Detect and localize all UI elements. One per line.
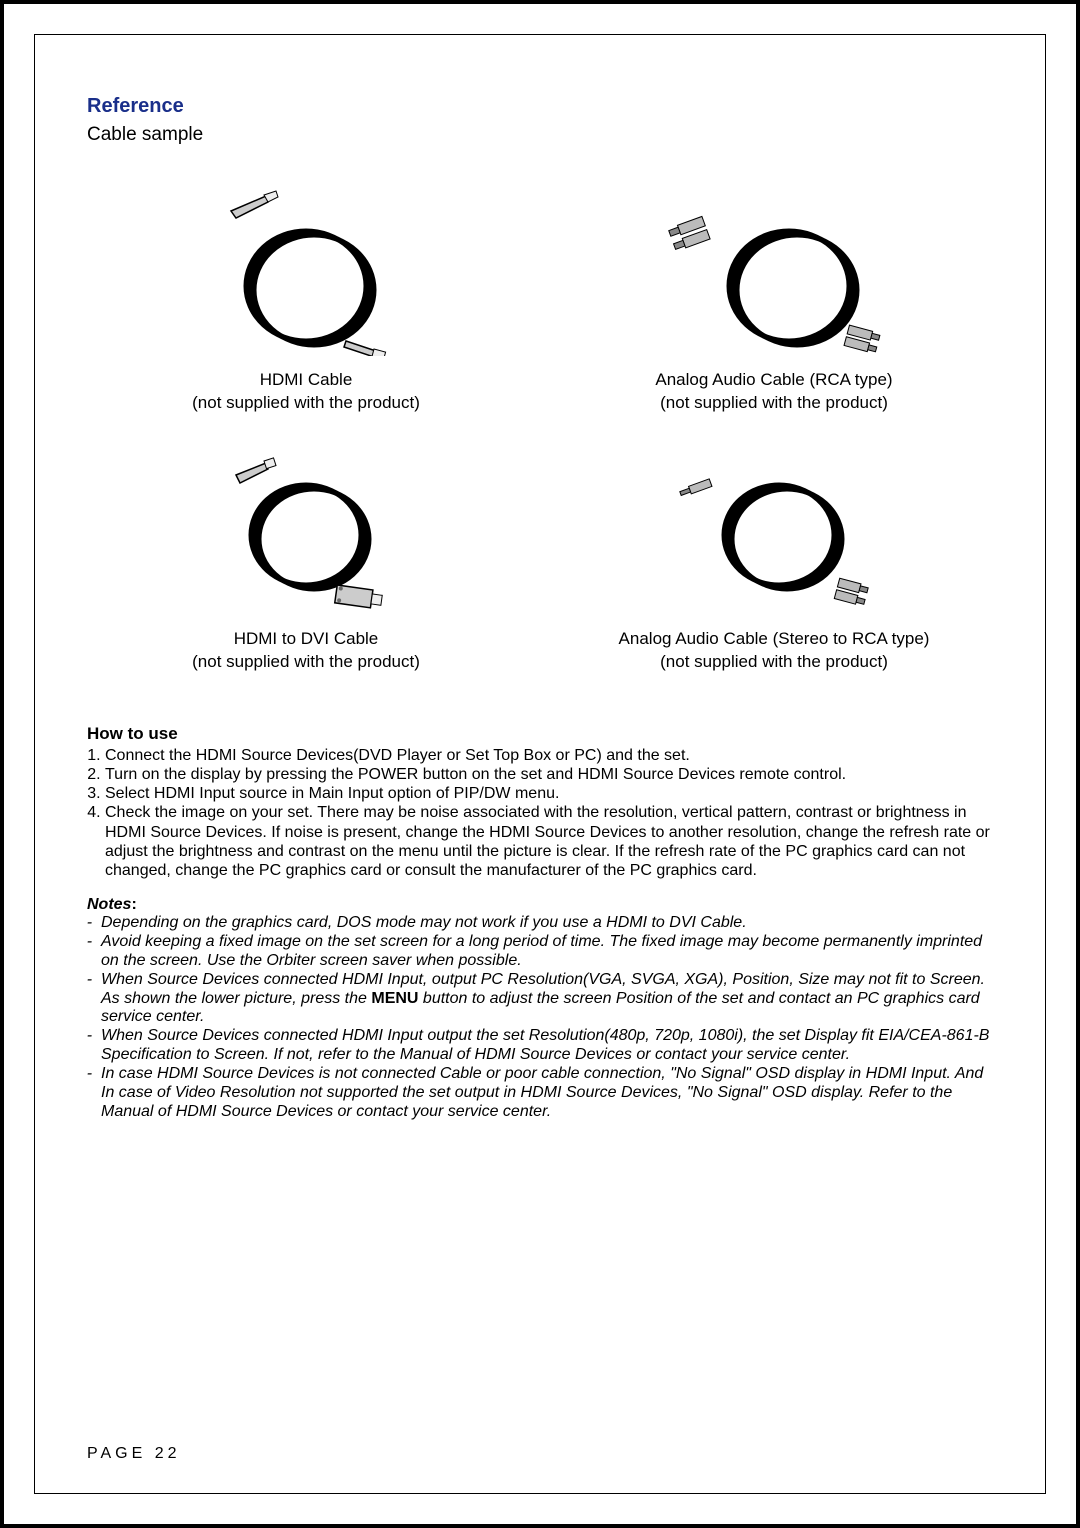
howto-step: Select HDMI Input source in Main Input o… bbox=[105, 784, 993, 803]
notes-list: Depending on the graphics card, DOS mode… bbox=[87, 914, 993, 1122]
cable-analog-stereo-name: Analog Audio Cable (Stereo to RCA type) bbox=[555, 628, 993, 651]
howto-list: Connect the HDMI Source Devices(DVD Play… bbox=[87, 746, 993, 880]
notes-item: In case HDMI Source Devices is not conne… bbox=[101, 1065, 993, 1122]
cable-hdmi-dvi-note: (not supplied with the product) bbox=[87, 651, 525, 674]
cable-analog-rca: Analog Audio Cable (RCA type) (not suppl… bbox=[555, 186, 993, 415]
howto-title: How to use bbox=[87, 724, 993, 744]
cable-analog-stereo-note: (not supplied with the product) bbox=[555, 651, 993, 674]
cable-hdmi: HDMI Cable (not supplied with the produc… bbox=[87, 186, 525, 415]
cable-analog-rca-name: Analog Audio Cable (RCA type) bbox=[555, 369, 993, 392]
howto-step: Connect the HDMI Source Devices(DVD Play… bbox=[105, 746, 993, 765]
cable-hdmi-dvi-name: HDMI to DVI Cable bbox=[87, 628, 525, 651]
notes-item: Depending on the graphics card, DOS mode… bbox=[101, 914, 993, 933]
cable-grid: HDMI Cable (not supplied with the produc… bbox=[87, 186, 993, 674]
reference-title: Reference bbox=[87, 95, 993, 118]
notes-title: Notes: bbox=[87, 896, 993, 914]
page-number: PAGE 22 bbox=[87, 1445, 181, 1463]
reference-subtitle: Cable sample bbox=[87, 124, 993, 146]
notes-item: When Source Devices connected HDMI Input… bbox=[101, 1027, 993, 1065]
inner-frame: Reference Cable sample HDMI Cable bbox=[34, 34, 1046, 1494]
cable-analog-rca-icon bbox=[659, 186, 889, 356]
cable-analog-stereo-icon bbox=[659, 445, 889, 615]
howto-step: Check the image on your set. There may b… bbox=[105, 803, 993, 880]
outer-frame: Reference Cable sample HDMI Cable bbox=[0, 0, 1080, 1528]
cable-analog-stereo: Analog Audio Cable (Stereo to RCA type) … bbox=[555, 445, 993, 674]
cable-hdmi-name: HDMI Cable bbox=[87, 369, 525, 392]
cable-analog-rca-note: (not supplied with the product) bbox=[555, 392, 993, 415]
cable-hdmi-icon bbox=[206, 186, 406, 356]
cable-hdmi-note: (not supplied with the product) bbox=[87, 392, 525, 415]
cable-hdmi-dvi: HDMI to DVI Cable (not supplied with the… bbox=[87, 445, 525, 674]
notes-item: Avoid keeping a fixed image on the set s… bbox=[101, 933, 993, 971]
notes-item: When Source Devices connected HDMI Input… bbox=[101, 971, 993, 1028]
howto-step: Turn on the display by pressing the POWE… bbox=[105, 765, 993, 784]
cable-hdmi-dvi-icon bbox=[206, 445, 406, 615]
